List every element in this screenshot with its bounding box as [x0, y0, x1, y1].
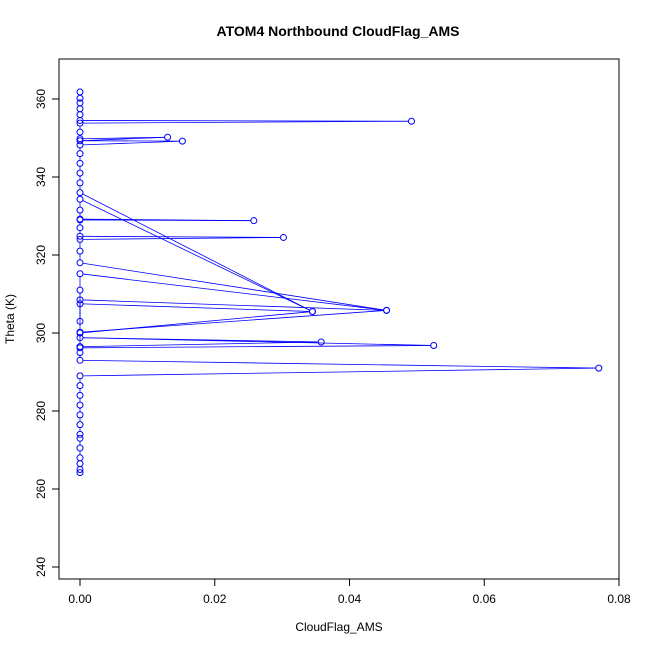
series-line-segment [82, 303, 310, 312]
data-point [76, 382, 84, 390]
data-point [76, 430, 84, 438]
data-point [76, 215, 84, 223]
series-line-segment [82, 299, 384, 311]
data-point [76, 189, 84, 197]
data-point [76, 135, 84, 143]
data-point [76, 317, 84, 325]
data-point [76, 99, 84, 107]
series-line-segment [82, 193, 310, 311]
data-point [76, 137, 84, 145]
data-point [76, 356, 84, 364]
data-point [407, 117, 415, 125]
data-point [76, 150, 84, 158]
y-tick-label: 240 [34, 557, 48, 577]
data-point [76, 286, 84, 294]
x-tick-label: 0.08 [607, 592, 631, 606]
chart-title: ATOM4 Northbound CloudFlag_AMS [217, 23, 460, 39]
data-point [76, 179, 84, 187]
series-line-segment [82, 345, 431, 349]
data-point [76, 401, 84, 409]
data-point [76, 391, 84, 399]
data-point [76, 232, 84, 240]
x-axis: 0.00 0.02 0.04 0.06 0.08 [68, 578, 631, 606]
series-line-segment [82, 262, 384, 311]
y-tick-label: 320 [34, 245, 48, 265]
data-point [76, 235, 84, 243]
y-tick-label: 280 [34, 401, 48, 421]
data-point [76, 296, 84, 304]
series-line-segment [82, 337, 319, 343]
data-point [76, 119, 84, 127]
series-line-segment [82, 310, 384, 333]
data-point [76, 372, 84, 380]
data-point [76, 421, 84, 429]
data-point [76, 454, 84, 462]
data-point [76, 434, 84, 442]
data-point [76, 444, 84, 452]
data-point [76, 195, 84, 203]
data-point [76, 169, 84, 177]
data-point [76, 159, 84, 167]
series-line-segment [82, 367, 596, 377]
series-line-segment [82, 359, 596, 369]
y-tick-label: 260 [34, 479, 48, 499]
series-points [76, 88, 603, 477]
series-line-segment [82, 120, 409, 124]
data-point [595, 364, 603, 372]
series-line-segment [82, 273, 384, 311]
data-point [164, 133, 172, 141]
series-line-segment [82, 218, 251, 222]
x-tick-label: 0.06 [473, 592, 497, 606]
series-line-segment [82, 140, 180, 146]
y-tick-label: 340 [34, 167, 48, 187]
data-point [76, 247, 84, 255]
y-axis: 240 260 280 300 320 340 360 [34, 89, 60, 577]
data-point [76, 224, 84, 232]
series-line-segment [82, 120, 409, 122]
series-line-segment [82, 235, 281, 238]
data-point [76, 300, 84, 308]
y-tick-label: 360 [34, 89, 48, 109]
data-point [76, 270, 84, 278]
data-point [76, 88, 84, 96]
data-point [76, 343, 84, 351]
data-point [383, 306, 391, 314]
data-point [76, 411, 84, 419]
y-tick-label: 300 [34, 323, 48, 343]
data-point [317, 338, 325, 346]
data-point [178, 137, 186, 145]
data-point [250, 217, 258, 225]
data-point [430, 341, 438, 349]
x-tick-label: 0.04 [338, 592, 362, 606]
series-lines [79, 120, 596, 455]
series-line-segment [82, 200, 310, 311]
data-point [76, 328, 84, 336]
data-point [76, 259, 84, 267]
data-point [76, 334, 84, 342]
x-tick-label: 0.00 [68, 592, 92, 606]
data-point [308, 308, 316, 316]
data-point [76, 128, 84, 136]
x-tick-label: 0.02 [203, 592, 227, 606]
series-line-segment [82, 237, 281, 240]
data-point [76, 206, 84, 214]
data-point [279, 233, 287, 241]
series-line-segment [82, 136, 165, 140]
series-line-segment [82, 341, 319, 347]
x-axis-label: CloudFlag_AMS [295, 620, 382, 634]
y-axis-label: Theta (K) [3, 294, 17, 344]
data-point [76, 469, 84, 477]
